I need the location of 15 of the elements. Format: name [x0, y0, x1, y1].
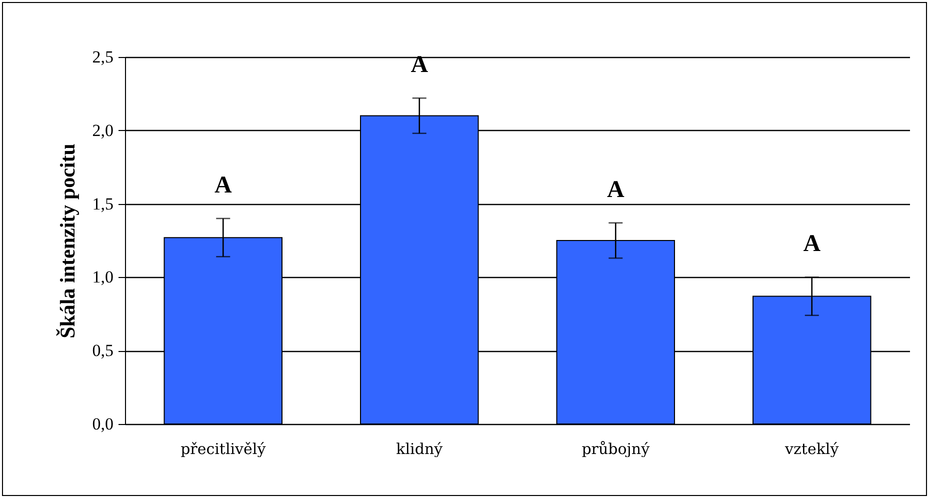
y-tick-label: 0,0	[92, 414, 114, 434]
annotation: A	[803, 231, 822, 258]
x-tick-label: průbojný	[582, 440, 650, 458]
y-tick-label: 1,0	[92, 268, 114, 287]
x-tick-label: klidný	[396, 440, 444, 458]
y-tick-label: 1,5	[92, 194, 114, 214]
y-tick-label: 2,0	[92, 120, 114, 140]
annotation: A	[606, 176, 625, 203]
y-axis-title: Škála intenzity pocitu	[55, 143, 80, 338]
annotation: A	[214, 172, 232, 198]
x-tick-label: vzteklý	[784, 440, 840, 458]
annotation: A	[410, 52, 429, 78]
x-tick-label: přecitlivělý	[180, 440, 266, 458]
y-tick-label: 0,5	[92, 341, 114, 360]
y-tick-label: 2,5	[92, 48, 114, 66]
